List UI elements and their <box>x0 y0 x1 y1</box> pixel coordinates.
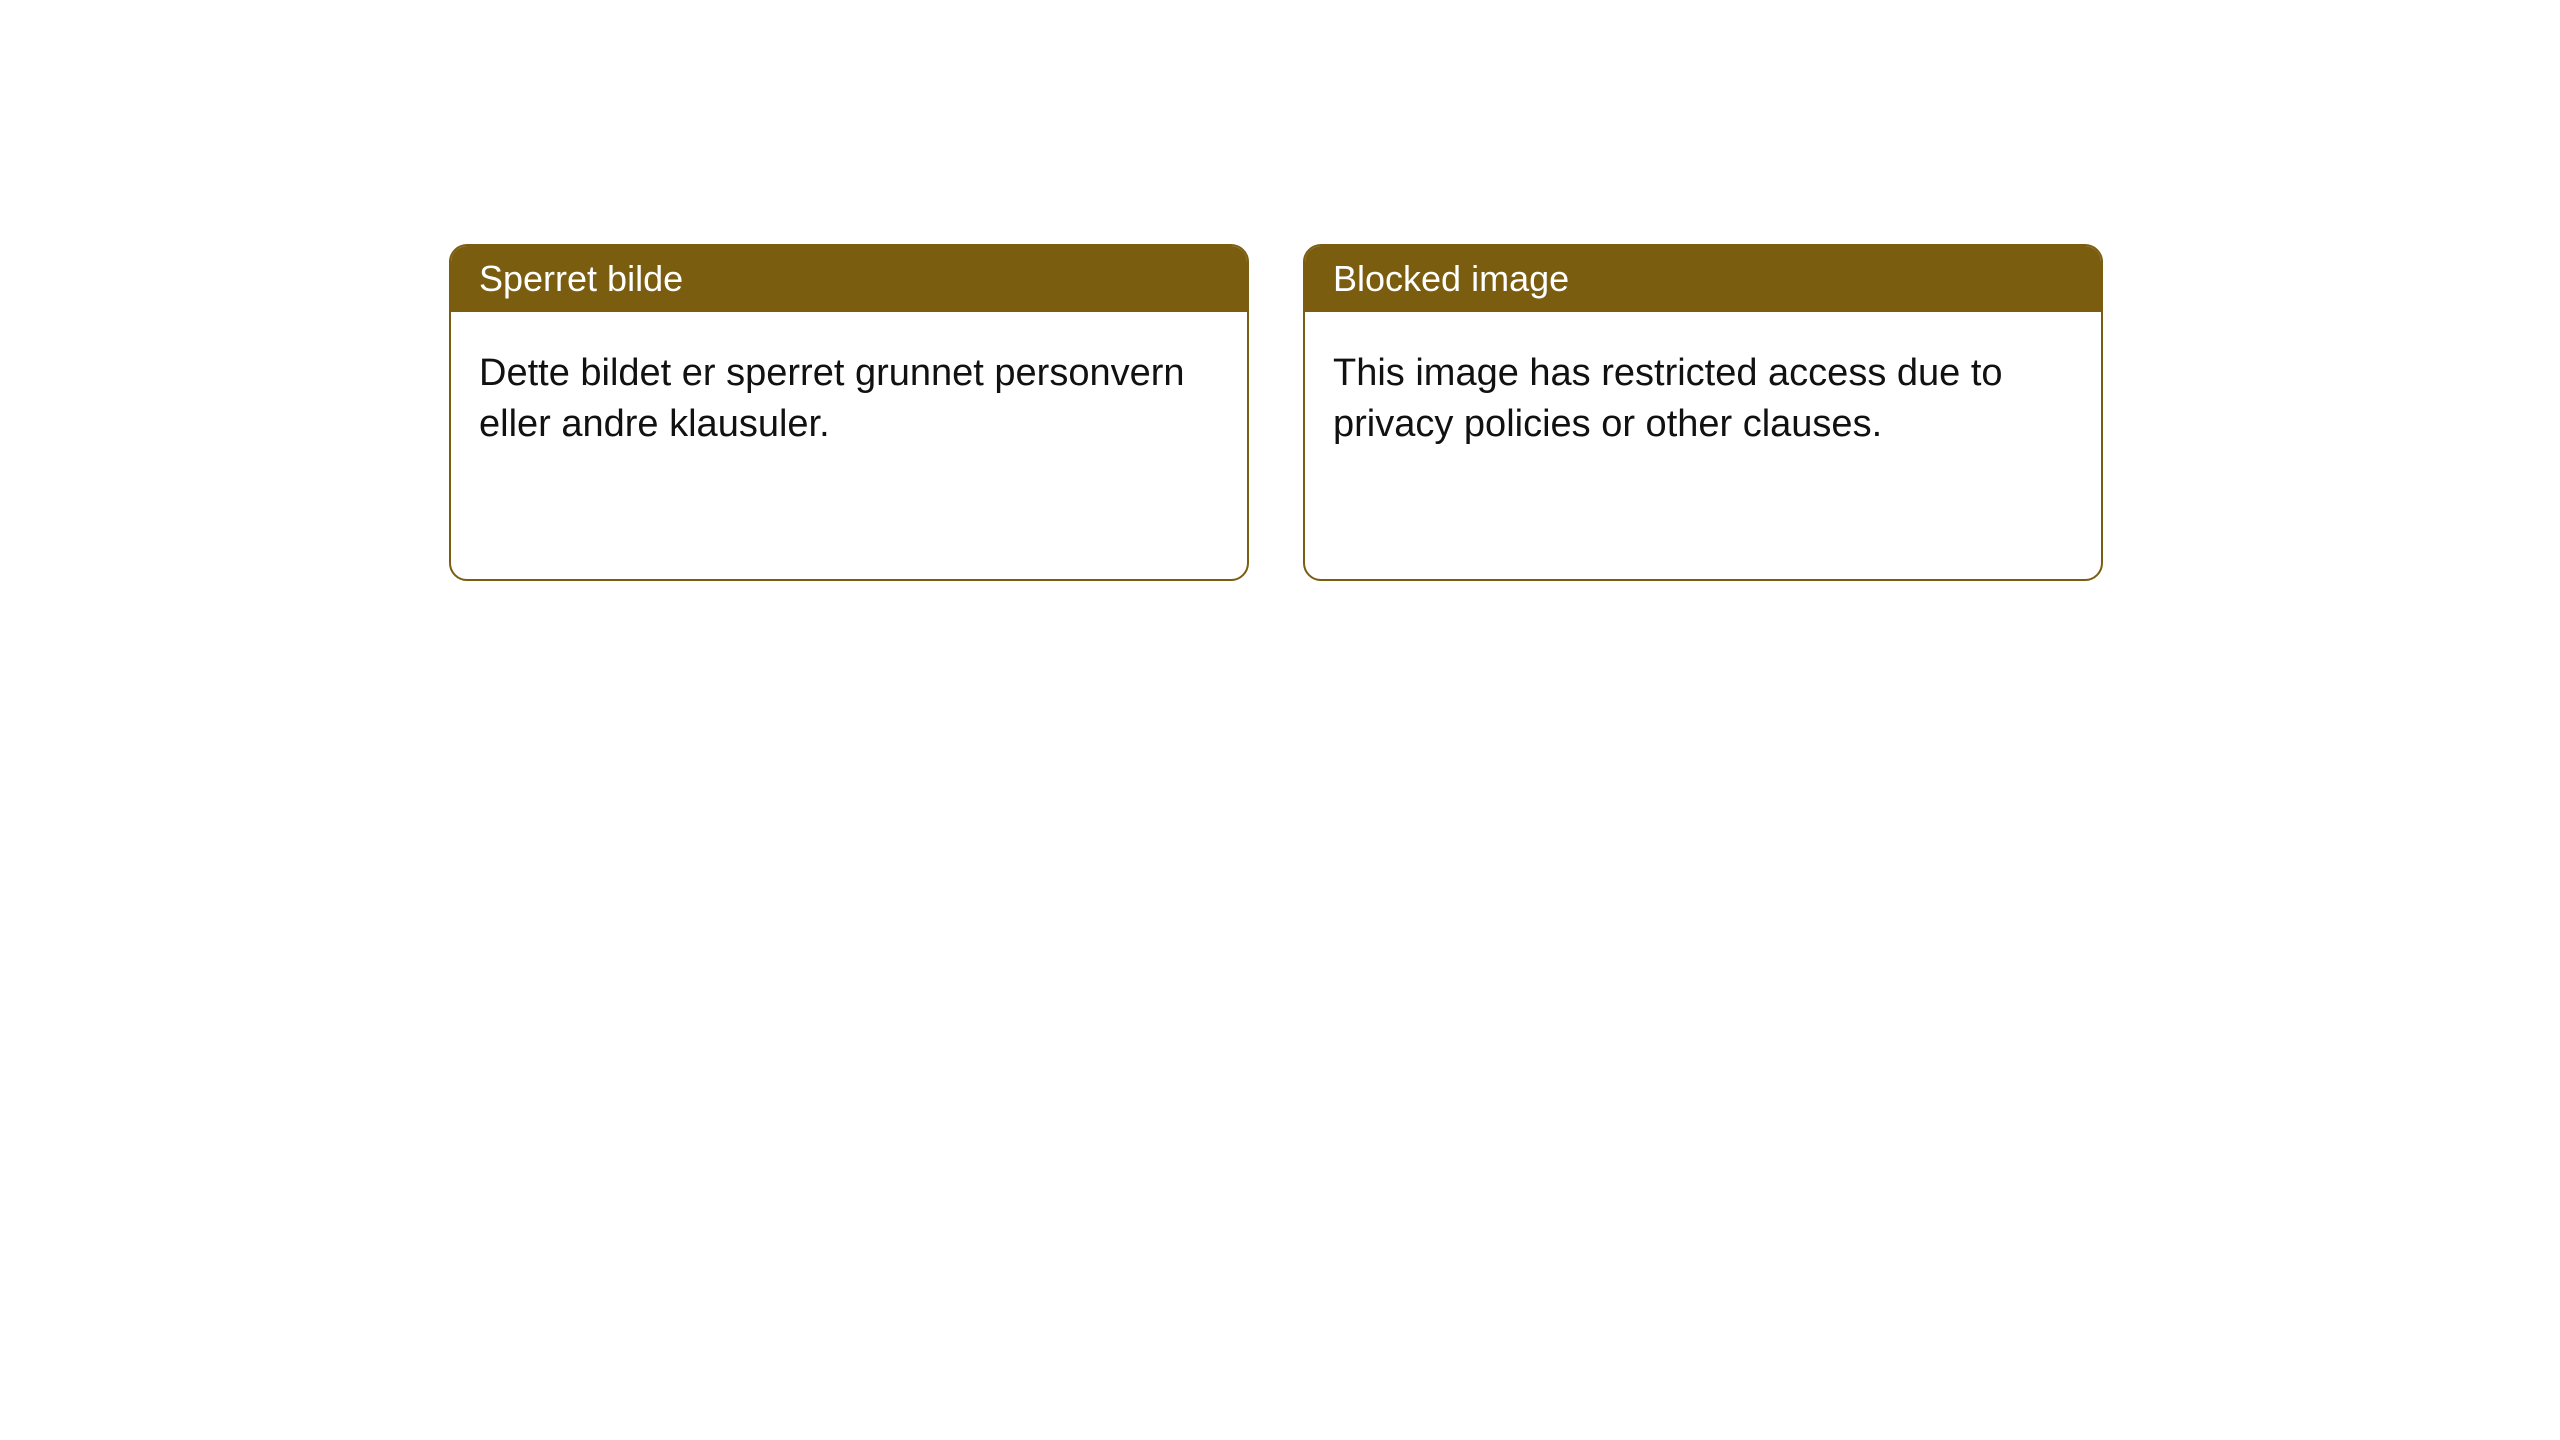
card-body-text: This image has restricted access due to … <box>1333 352 2003 445</box>
card-body: Dette bildet er sperret grunnet personve… <box>451 312 1247 487</box>
card-body-text: Dette bildet er sperret grunnet personve… <box>479 352 1185 445</box>
card-body: This image has restricted access due to … <box>1305 312 2101 487</box>
card-title: Sperret bilde <box>479 258 683 299</box>
card-title: Blocked image <box>1333 258 1569 299</box>
blocked-image-card-en: Blocked image This image has restricted … <box>1303 244 2103 581</box>
blocked-image-card-no: Sperret bilde Dette bildet er sperret gr… <box>449 244 1249 581</box>
card-header: Blocked image <box>1305 246 2101 312</box>
cards-container: Sperret bilde Dette bildet er sperret gr… <box>0 0 2560 581</box>
card-header: Sperret bilde <box>451 246 1247 312</box>
